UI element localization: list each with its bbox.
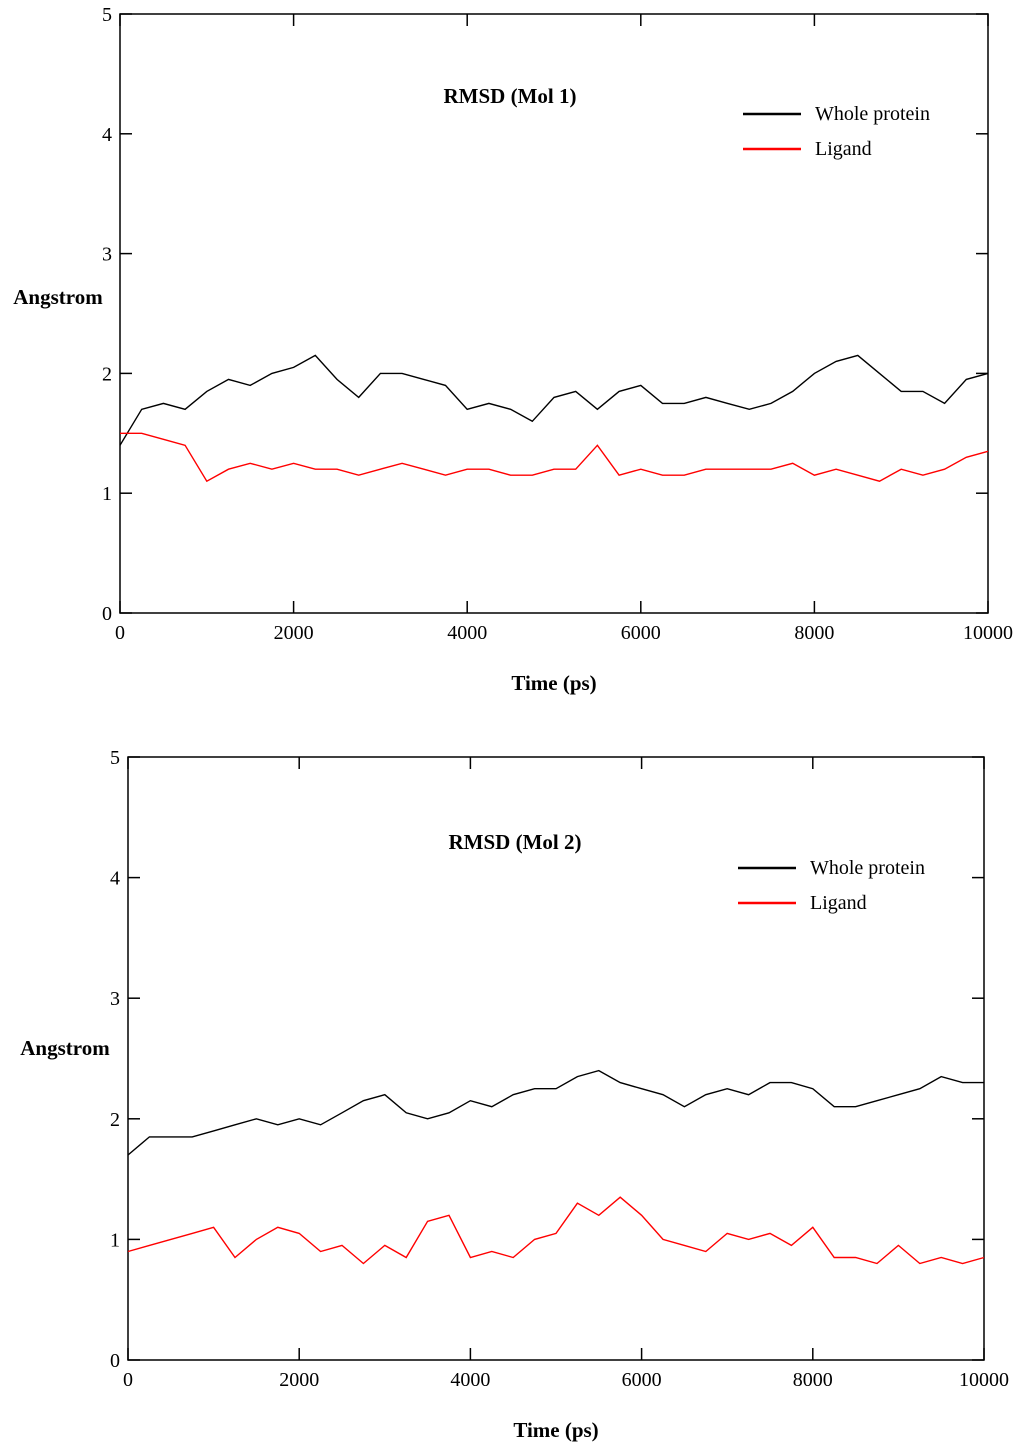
legend-label: Ligand: [815, 138, 872, 160]
y-tick-label: 2: [110, 1109, 120, 1131]
x-axis-label: Time (ps): [513, 1418, 598, 1442]
plot-frame: [119, 13, 989, 614]
data-line: [127, 1069, 984, 1156]
x-tick-label: 10000: [963, 622, 1013, 644]
y-tick-label: 3: [110, 988, 120, 1010]
x-tick-label: 2000: [274, 622, 314, 644]
y-tick-label: 5: [102, 4, 112, 26]
y-axis-label: Angstrom: [13, 285, 103, 309]
x-tick-label: 6000: [621, 622, 661, 644]
data-line: [127, 1196, 985, 1265]
y-tick-label: 5: [110, 747, 120, 769]
y-tick-label: 0: [110, 1350, 120, 1372]
legend-label: Whole protein: [810, 857, 925, 879]
x-tick-label: 8000: [793, 1369, 833, 1391]
y-tick-label: 4: [110, 868, 120, 890]
y-axis-label: Angstrom: [20, 1036, 110, 1060]
plot-frame: [127, 756, 985, 1361]
legend-label: Ligand: [810, 892, 867, 914]
x-tick-label: 8000: [794, 622, 834, 644]
x-tick-label: 2000: [279, 1369, 319, 1391]
chart-title: RMSD (Mol 1): [444, 84, 577, 108]
data-line: [120, 432, 989, 483]
y-tick-label: 0: [102, 603, 112, 625]
x-tick-label: 4000: [450, 1369, 490, 1391]
data-line: [119, 354, 989, 446]
x-tick-label: 10000: [959, 1369, 1009, 1391]
legend-label: Whole protein: [815, 103, 930, 125]
y-tick-label: 1: [102, 483, 112, 505]
x-axis-label: Time (ps): [511, 671, 596, 695]
y-tick-label: 3: [102, 244, 112, 266]
y-tick-label: 1: [110, 1229, 120, 1251]
y-tick-label: 4: [102, 124, 112, 146]
x-tick-label: 0: [115, 622, 125, 644]
x-tick-label: 0: [123, 1369, 133, 1391]
x-tick-label: 4000: [447, 622, 487, 644]
chart-title: RMSD (Mol 2): [449, 830, 582, 854]
x-tick-label: 6000: [622, 1369, 662, 1391]
y-tick-label: 2: [102, 363, 112, 385]
